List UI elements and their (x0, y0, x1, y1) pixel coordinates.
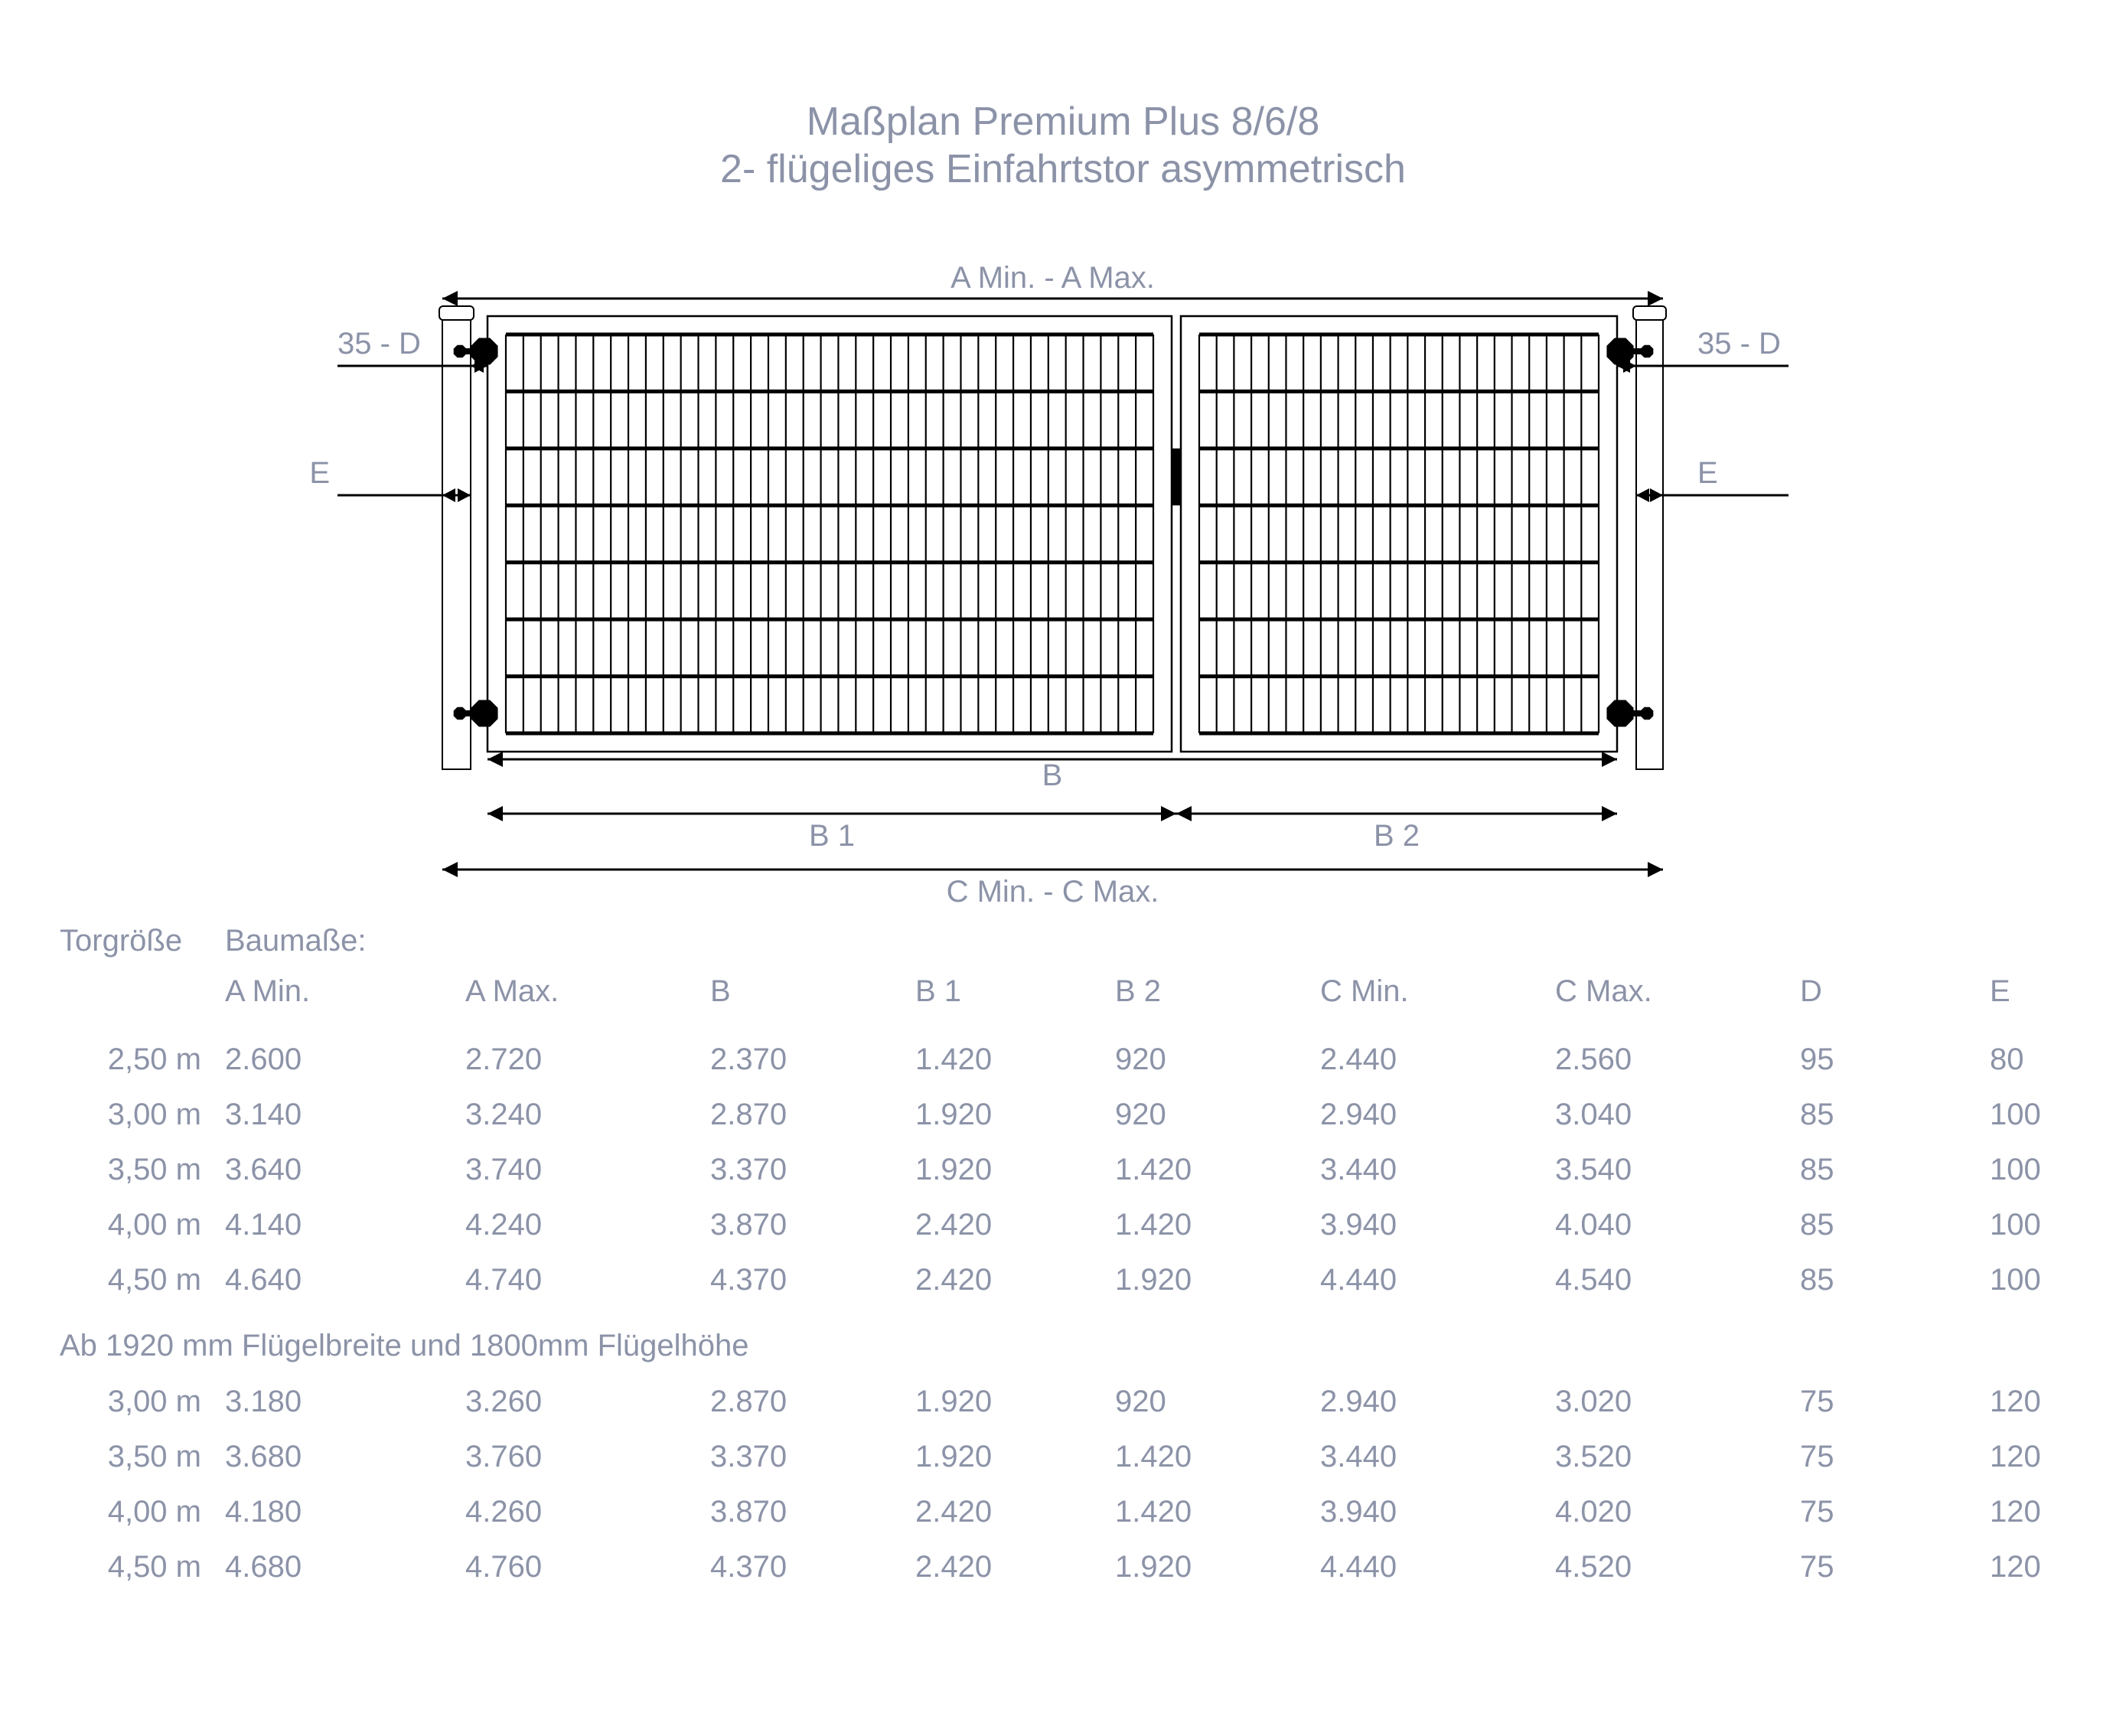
svg-text:35 - D: 35 - D (337, 327, 421, 361)
svg-text:E: E (309, 456, 330, 490)
svg-text:35 - D: 35 - D (1697, 327, 1781, 361)
svg-text:B: B (1042, 759, 1063, 792)
svg-text:B 1: B 1 (809, 819, 855, 853)
svg-text:C Min. - C Max.: C Min. - C Max. (947, 875, 1159, 909)
svg-text:E: E (1697, 456, 1718, 490)
svg-text:A Min. - A Max.: A Min. - A Max. (951, 261, 1155, 295)
svg-text:B 2: B 2 (1374, 819, 1420, 853)
